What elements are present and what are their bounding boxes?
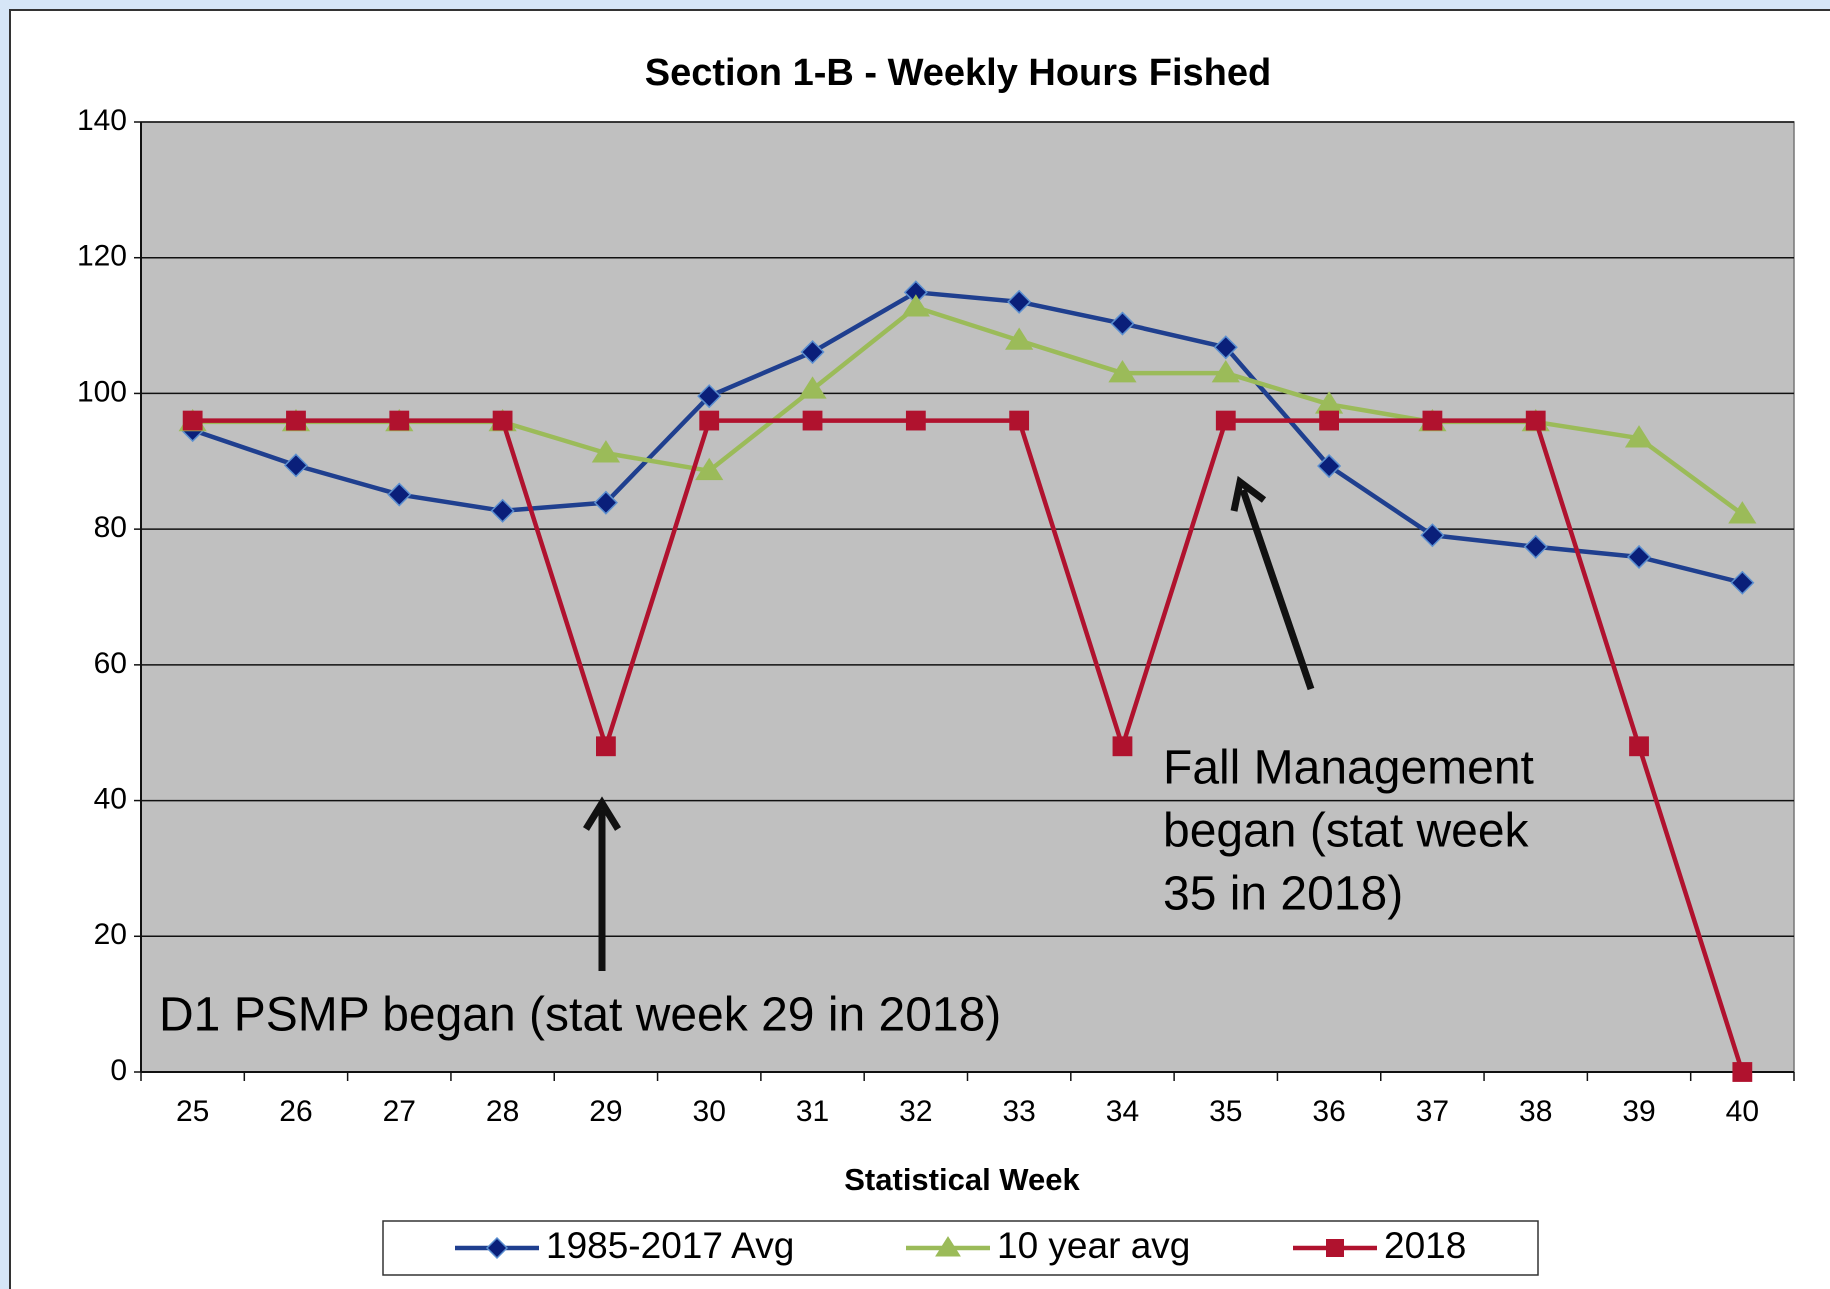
x-tick-label: 40: [1726, 1095, 1759, 1128]
x-tick-label: 38: [1519, 1095, 1552, 1128]
annotation: began (stat week: [1163, 805, 1530, 858]
marker: [492, 410, 513, 431]
marker: [697, 384, 722, 409]
y-tick-label: 20: [94, 918, 127, 951]
x-tick-label: 34: [1106, 1095, 1139, 1128]
marker: [1211, 360, 1240, 383]
marker: [283, 453, 309, 478]
arrow: [1239, 488, 1315, 691]
marker: [1624, 425, 1654, 448]
annotation: 35 in 2018): [1163, 868, 1403, 921]
y-tick-label: 140: [77, 104, 127, 137]
marker: [1525, 410, 1546, 431]
y-tick-label: 100: [77, 375, 127, 408]
x-tick-label: 39: [1622, 1095, 1655, 1128]
y-tick-label: 0: [110, 1054, 127, 1087]
y-tick-label: 40: [94, 782, 127, 815]
marker: [596, 736, 616, 757]
marker: [389, 410, 410, 431]
marker: [1326, 1239, 1344, 1257]
x-tick-label: 27: [383, 1095, 416, 1128]
marker: [1215, 410, 1236, 431]
marker: [1108, 360, 1137, 383]
marker: [182, 410, 203, 431]
marker: [1626, 544, 1652, 570]
marker: [593, 490, 618, 515]
y-tick-label: 120: [77, 240, 127, 273]
marker: [1420, 523, 1445, 548]
x-tick-label: 26: [279, 1095, 312, 1128]
chart-title: Section 1-B - Weekly Hours Fished: [645, 52, 1271, 94]
marker: [1629, 736, 1649, 757]
marker: [1728, 501, 1757, 524]
marker: [695, 457, 724, 481]
plot-area: [140, 121, 1795, 1073]
marker: [901, 294, 930, 317]
marker: [935, 1236, 961, 1257]
marker: [1319, 410, 1339, 431]
x-tick-label: 30: [693, 1095, 726, 1128]
x-tick-label: 28: [486, 1095, 519, 1128]
x-tick-label: 29: [589, 1095, 622, 1128]
marker: [1009, 410, 1030, 431]
legend-label: 1985-2017 Avg: [546, 1225, 794, 1266]
x-tick-label: 35: [1209, 1095, 1242, 1128]
marker: [905, 410, 926, 431]
marker: [591, 440, 621, 463]
legend-item: 1985-2017 Avg: [455, 1225, 794, 1266]
x-tick-label: 31: [796, 1095, 829, 1128]
marker: [1732, 1062, 1753, 1082]
marker: [1422, 410, 1443, 431]
legend-item: 2018: [1293, 1225, 1466, 1266]
marker: [1112, 736, 1133, 757]
legend-label: 10 year avg: [997, 1225, 1190, 1266]
marker: [699, 410, 720, 431]
marker: [1110, 311, 1135, 336]
legend-item: 10 year avg: [906, 1225, 1190, 1266]
marker: [387, 482, 412, 507]
x-tick-label: 37: [1416, 1095, 1449, 1128]
y-tick-label: 60: [94, 647, 127, 680]
marker: [802, 410, 823, 431]
x-tick-label: 32: [899, 1095, 932, 1128]
marker: [1523, 534, 1548, 559]
arrow-head: [1230, 475, 1267, 512]
marker: [1730, 570, 1755, 595]
x-axis-label: Statistical Week: [844, 1162, 1080, 1197]
series-line: [192, 418, 1745, 1073]
legend-label: 2018: [1384, 1225, 1466, 1266]
marker: [485, 1236, 509, 1260]
x-tick-label: 36: [1312, 1095, 1345, 1128]
marker: [798, 376, 827, 399]
series-line: [191, 290, 1743, 585]
marker: [286, 410, 306, 431]
marker: [1007, 289, 1032, 314]
marker: [490, 498, 515, 523]
x-tick-label: 25: [176, 1095, 209, 1128]
annotation: Fall Management: [1163, 742, 1534, 795]
y-tick-label: 80: [94, 511, 127, 544]
annotation: D1 PSMP began (stat week 29 in 2018): [159, 989, 1001, 1042]
arrows: [583, 475, 1315, 971]
marker: [800, 339, 825, 365]
marker: [1317, 453, 1342, 479]
marker: [1005, 327, 1034, 350]
marker: [1213, 335, 1238, 360]
arrow-head: [583, 796, 621, 831]
x-tick-label: 33: [1002, 1095, 1035, 1128]
